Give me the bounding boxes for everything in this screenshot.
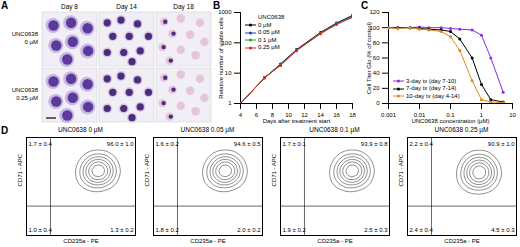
svg-text:CD235a - PE: CD235a - PE	[190, 238, 225, 244]
svg-text:Days after treatment start: Days after treatment start	[263, 118, 331, 124]
html-text:10-day tx (day 4-14): 10-day tx (day 4-14)	[406, 92, 460, 99]
html-text:UNC0638 0 µM: UNC0638 0 µM	[58, 126, 103, 133]
svg-text:94.6 ± 0.5: 94.6 ± 0.5	[234, 141, 261, 147]
svg-text:Day 8: Day 8	[61, 3, 78, 11]
svg-text:0.01: 0.01	[413, 111, 426, 118]
svg-text:1.7 ± 0.4: 1.7 ± 0.4	[29, 141, 53, 147]
svg-text:UNC0638: UNC0638	[12, 31, 39, 37]
svg-text:0.1: 0.1	[446, 111, 455, 118]
svg-text:10: 10	[285, 111, 292, 118]
svg-text:1000: 1000	[218, 9, 232, 15]
svg-text:0: 0	[376, 100, 380, 106]
svg-text:1: 1	[479, 111, 484, 118]
svg-text:80: 80	[373, 40, 380, 46]
svg-text:0 µM: 0 µM	[25, 39, 38, 45]
svg-text:1.3 ± 0.2: 1.3 ± 0.2	[110, 227, 134, 233]
svg-text:10: 10	[225, 70, 232, 76]
svg-text:6: 6	[255, 112, 259, 118]
svg-text:60: 60	[373, 55, 380, 61]
svg-text:CD71 - APC: CD71 - APC	[17, 153, 23, 186]
svg-text:93.9 ± 0.8: 93.9 ± 0.8	[361, 141, 388, 147]
html-text:UNC0638 0.1 µM: UNC0638 0.1 µM	[309, 126, 360, 133]
svg-text:Cell Titer Glo (% of control): Cell Titer Glo (% of control)	[366, 22, 372, 94]
svg-text:0.25 µM: 0.25 µM	[16, 95, 38, 101]
svg-text:14: 14	[317, 111, 324, 118]
svg-text:4: 4	[239, 112, 243, 118]
html-text:0.25 µM: 0.25 µM	[258, 44, 280, 50]
svg-text:100: 100	[369, 24, 380, 31]
html-text:A: A	[1, 0, 9, 11]
html-text:0.05 µM: 0.05 µM	[258, 29, 280, 35]
svg-text:2.0 ± 0.2: 2.0 ± 0.2	[237, 227, 261, 233]
svg-text:12: 12	[301, 111, 308, 118]
svg-text:Day 18: Day 18	[173, 3, 194, 11]
svg-text:UNC0638 concentration (µM): UNC0638 concentration (µM)	[411, 118, 489, 124]
svg-text:Relative number of viable cell: Relative number of viable cells	[218, 17, 224, 98]
svg-text:CD235a - PE: CD235a - PE	[317, 238, 352, 244]
svg-text:CD71 - APC: CD71 - APC	[271, 153, 277, 186]
svg-text:CD71 - APC: CD71 - APC	[398, 153, 404, 186]
svg-text:16: 16	[333, 112, 340, 118]
svg-text:1.6 ± 0.2: 1.6 ± 0.2	[156, 141, 180, 147]
svg-text:CD235a - PE: CD235a - PE	[444, 238, 479, 244]
html-text:B: B	[213, 0, 221, 11]
html-text:UNC0638 0.05 µM: UNC0638 0.05 µM	[180, 126, 235, 133]
svg-text:CD71 - APC: CD71 - APC	[144, 153, 150, 186]
svg-text:1.7 ± 0.1: 1.7 ± 0.1	[283, 141, 307, 147]
svg-text:2.5 ± 0.3: 2.5 ± 0.3	[364, 227, 388, 233]
html-text:D: D	[1, 125, 9, 136]
svg-text:8: 8	[270, 111, 275, 118]
html-text:3-day tx (day 7-10): 3-day tx (day 7-10)	[406, 77, 457, 84]
svg-text:100: 100	[221, 39, 232, 46]
svg-text:18: 18	[349, 112, 356, 118]
html-text:UNC0638 0.25 µM: UNC0638 0.25 µM	[434, 126, 489, 133]
html-text:C: C	[361, 0, 369, 11]
svg-text:20: 20	[373, 85, 380, 91]
svg-text:96.0 ± 1.0: 96.0 ± 1.0	[107, 141, 134, 147]
svg-text:40: 40	[373, 70, 380, 76]
html-text:UNC0638: UNC0638	[258, 14, 285, 20]
html-text:7-day tx (day 7-14): 7-day tx (day 7-14)	[406, 85, 457, 91]
html-text:0.1 µM: 0.1 µM	[258, 36, 277, 43]
svg-text:CD235a - PE: CD235a - PE	[63, 238, 98, 244]
svg-text:UNC0638: UNC0638	[12, 87, 39, 93]
html-text:0 µM: 0 µM	[258, 21, 272, 28]
svg-text:4.5 ± 0.3: 4.5 ± 0.3	[491, 227, 515, 233]
svg-text:0.001: 0.001	[381, 112, 397, 118]
svg-text:10: 10	[509, 112, 516, 118]
svg-text:1.0 ± 0.4: 1.0 ± 0.4	[29, 227, 53, 233]
svg-text:2.4 ± 0.4: 2.4 ± 0.4	[410, 227, 434, 233]
svg-text:2.2 ± 0.4: 2.2 ± 0.4	[410, 141, 434, 147]
svg-text:90.9 ± 1.0: 90.9 ± 1.0	[488, 141, 515, 147]
svg-text:1.9 ± 0.2: 1.9 ± 0.2	[283, 227, 307, 233]
svg-text:1: 1	[228, 100, 232, 106]
svg-text:120: 120	[369, 9, 380, 15]
svg-text:1.8 ± 0.2: 1.8 ± 0.2	[156, 227, 180, 233]
svg-text:Day 14: Day 14	[116, 3, 137, 11]
